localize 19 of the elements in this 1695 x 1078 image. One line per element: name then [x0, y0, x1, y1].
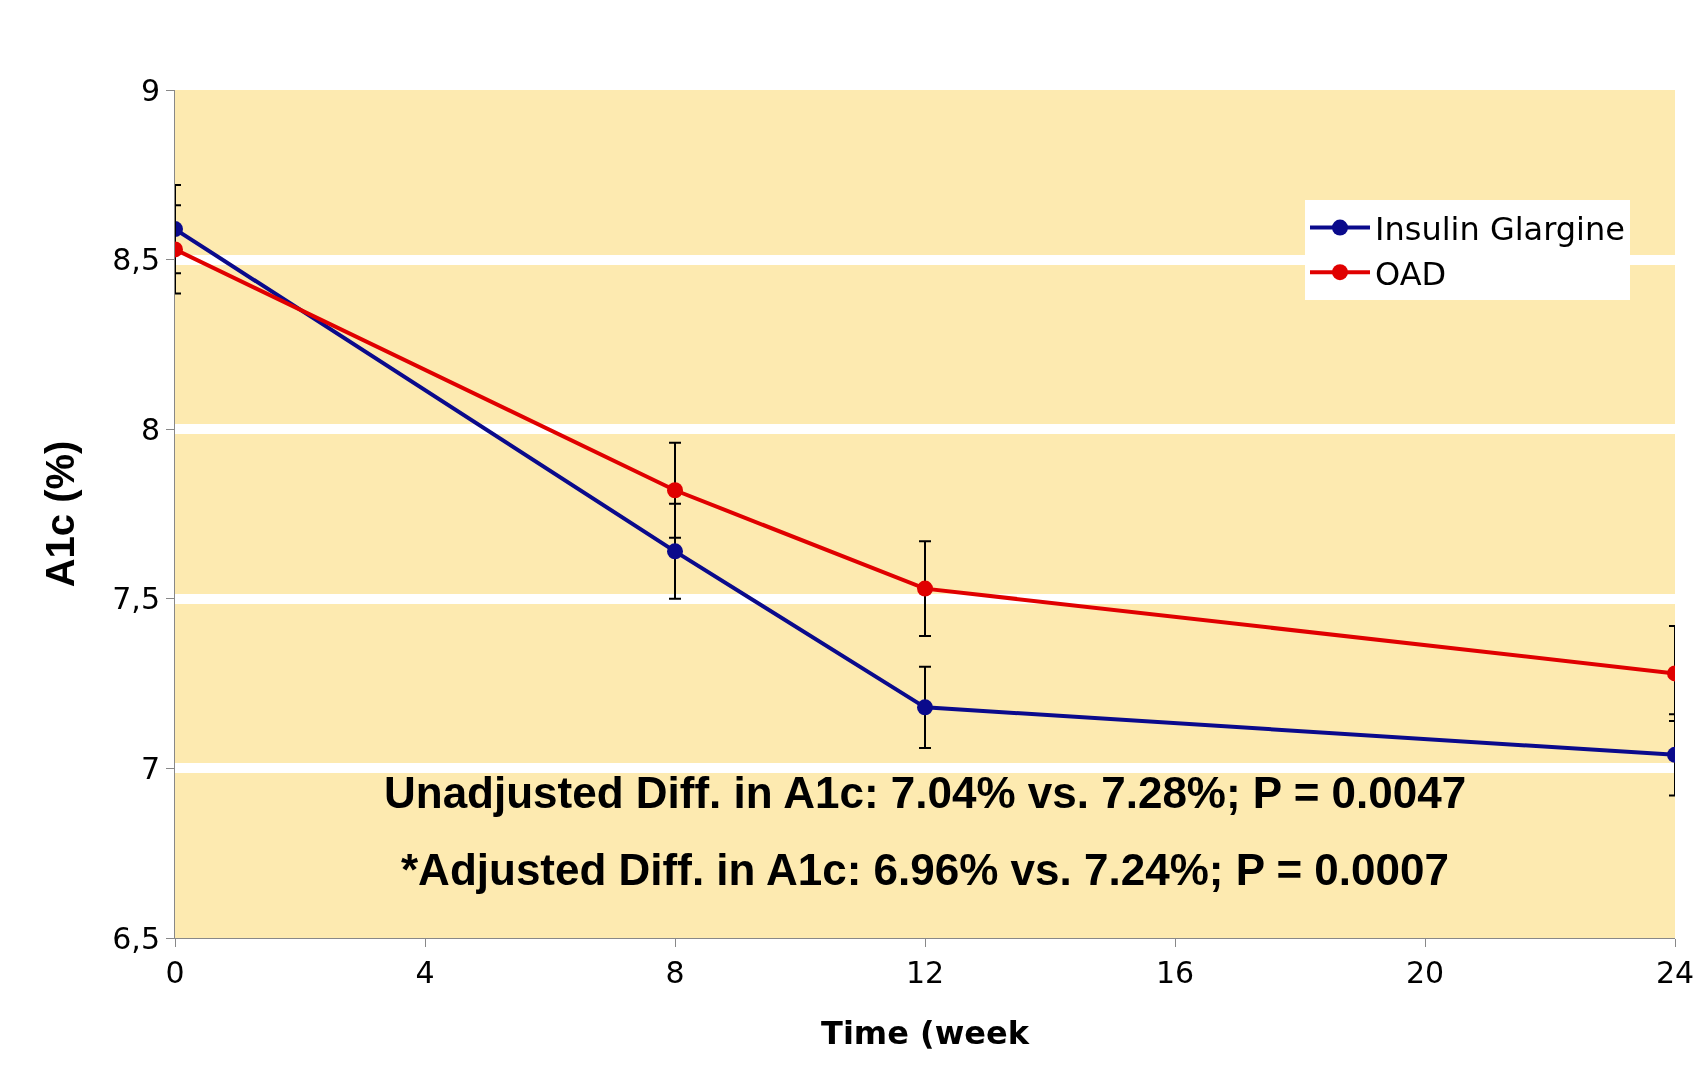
y-tick-label: 8: [140, 411, 160, 447]
legend-label: Insulin Glargine: [1375, 210, 1625, 249]
x-tick-label: 4: [415, 955, 435, 990]
x-tick-label: 12: [905, 955, 945, 990]
x-axis-title: Time (week: [821, 1014, 1030, 1052]
x-tick-label: 24: [1655, 955, 1695, 990]
y-tick-label: 9: [140, 72, 160, 108]
y-tick-label: 8,5: [112, 242, 160, 278]
y-tick-label: 7: [140, 750, 160, 786]
legend-label: OAD: [1375, 254, 1447, 293]
x-tick-label: 20: [1405, 955, 1445, 990]
y-tick-label: 7,5: [112, 581, 160, 617]
annotation: *Adjusted Diff. in A1c: 6.96% vs. 7.24%; P = 0.0007: [401, 845, 1449, 894]
x-tick-label: 0: [165, 955, 185, 990]
x-tick-label: 8: [665, 955, 685, 990]
y-tick-label: 6,5: [112, 920, 160, 956]
x-tick-label: 16: [1155, 955, 1195, 990]
annotation: Unadjusted Diff. in A1c: 7.04% vs. 7.28%; P = 0.0047: [384, 768, 1467, 817]
y-axis-title: A1c (%): [37, 440, 82, 588]
